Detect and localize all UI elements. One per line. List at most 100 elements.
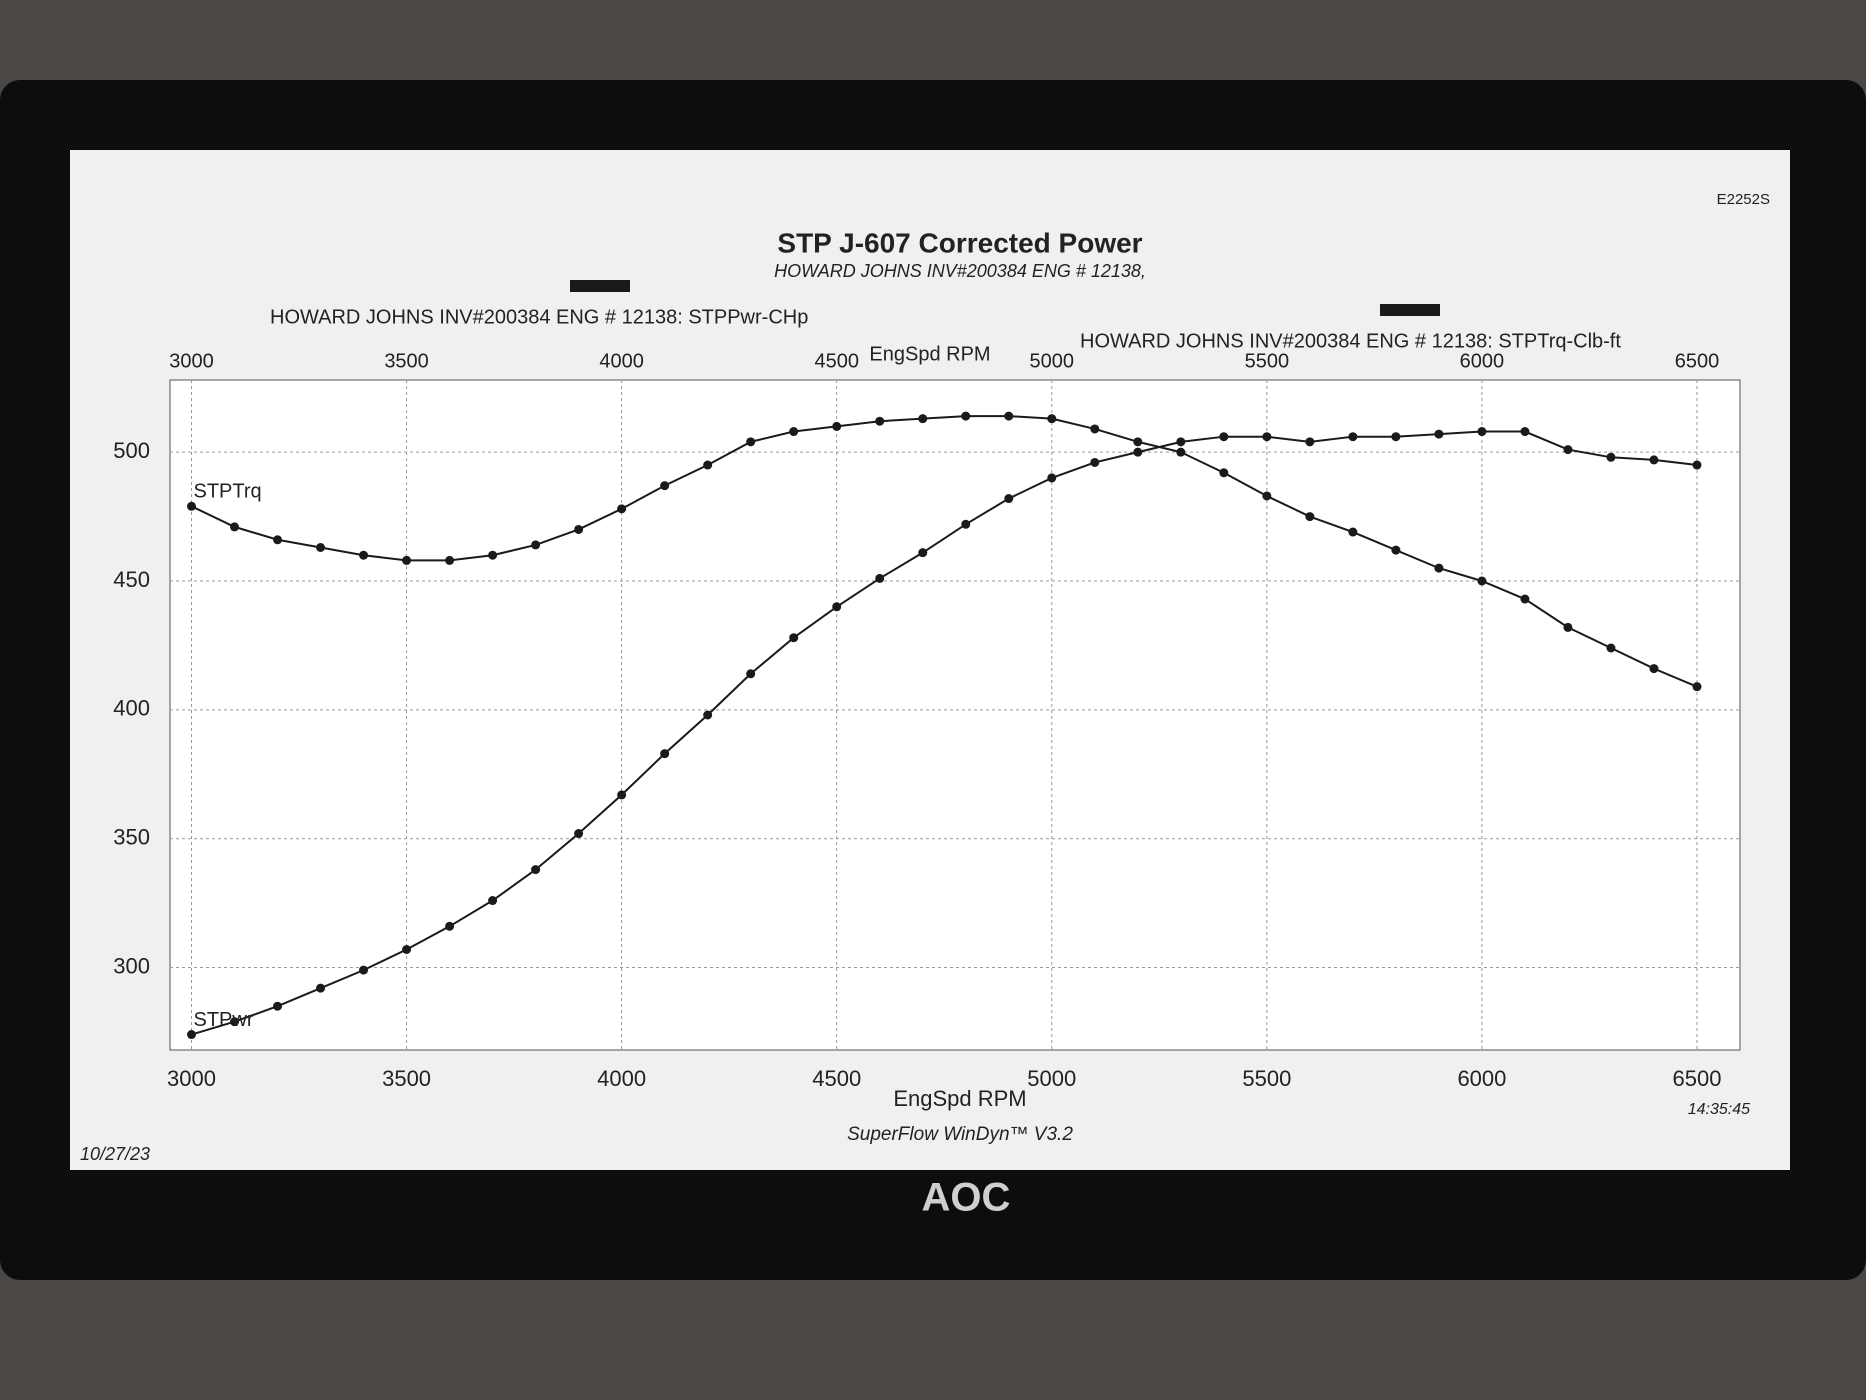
x-tick-label: 4000 bbox=[597, 1066, 646, 1091]
x-tick-label-top: 5500 bbox=[1245, 350, 1290, 372]
plot-area bbox=[169, 379, 1741, 1051]
data-point bbox=[1004, 411, 1014, 421]
data-point bbox=[1133, 447, 1143, 457]
data-point bbox=[746, 437, 756, 447]
data-point bbox=[789, 427, 799, 437]
data-point bbox=[1305, 512, 1315, 522]
data-point bbox=[1606, 643, 1616, 653]
y-tick-label: 500 bbox=[113, 438, 150, 463]
data-point bbox=[273, 1001, 283, 1011]
x-tick-label-top: 3000 bbox=[169, 350, 214, 372]
legend-label: HOWARD JOHNS INV#200384 ENG # 12138: STP… bbox=[1080, 330, 1621, 352]
data-point bbox=[488, 550, 498, 560]
data-point bbox=[359, 550, 369, 560]
x-tick-label: 4500 bbox=[812, 1066, 861, 1091]
data-point bbox=[832, 421, 842, 431]
data-point bbox=[918, 548, 928, 558]
data-point bbox=[1692, 460, 1702, 470]
data-point bbox=[1305, 437, 1315, 447]
data-point bbox=[445, 555, 455, 565]
data-point bbox=[488, 896, 498, 906]
brand: AOC bbox=[922, 1176, 1011, 1220]
y-tick-label: 400 bbox=[113, 696, 150, 721]
data-point bbox=[1262, 491, 1272, 501]
data-point bbox=[445, 921, 455, 931]
data-point bbox=[531, 540, 541, 550]
legend-swatch bbox=[570, 280, 630, 292]
data-point bbox=[1477, 427, 1487, 437]
x-tick-label: 6000 bbox=[1457, 1066, 1506, 1091]
data-point bbox=[1047, 414, 1057, 424]
x-tick-label-top: 6500 bbox=[1675, 350, 1720, 372]
data-point bbox=[1606, 452, 1616, 462]
data-point bbox=[961, 519, 971, 529]
x-tick-label: 6500 bbox=[1673, 1066, 1722, 1091]
data-point bbox=[1133, 437, 1143, 447]
footer: SuperFlow WinDyn™ V3.2 bbox=[847, 1124, 1073, 1145]
data-point bbox=[660, 481, 670, 491]
curve-label: STPTrq bbox=[194, 481, 262, 503]
data-point bbox=[402, 945, 412, 954]
data-point bbox=[875, 573, 885, 583]
data-point bbox=[703, 460, 713, 470]
data-point bbox=[1219, 468, 1229, 478]
data-point bbox=[531, 865, 541, 875]
x-tick-label-top: 4000 bbox=[599, 350, 644, 372]
data-point bbox=[273, 535, 283, 545]
date: 10/27/23 bbox=[80, 1144, 150, 1164]
data-point bbox=[1004, 494, 1014, 504]
x-tick-label: 5500 bbox=[1242, 1066, 1291, 1091]
curve-label: STPwr bbox=[194, 1009, 254, 1031]
data-point bbox=[1090, 424, 1100, 434]
series-line bbox=[191, 430, 1698, 1036]
data-point bbox=[1348, 527, 1358, 537]
data-point bbox=[660, 749, 670, 759]
data-point bbox=[1520, 427, 1530, 437]
data-point bbox=[402, 555, 412, 565]
data-point bbox=[187, 501, 197, 511]
data-point bbox=[875, 416, 885, 426]
data-point bbox=[1434, 429, 1444, 439]
data-point bbox=[1090, 457, 1100, 467]
data-point bbox=[230, 522, 240, 532]
data-point bbox=[187, 1030, 197, 1040]
data-point bbox=[1176, 447, 1186, 457]
y-tick-label: 450 bbox=[113, 567, 150, 592]
data-point bbox=[1219, 432, 1229, 442]
data-point bbox=[316, 983, 326, 993]
model: E2252S bbox=[1717, 191, 1770, 208]
data-point bbox=[1391, 545, 1401, 555]
data-point bbox=[789, 633, 799, 643]
x-axis-label-top: EngSpd RPM bbox=[869, 343, 990, 365]
data-point bbox=[230, 1017, 240, 1027]
data-point bbox=[1692, 682, 1702, 692]
data-point bbox=[359, 965, 369, 975]
chart-subtitle: HOWARD JOHNS INV#200384 ENG # 12138, bbox=[774, 261, 1146, 281]
data-point bbox=[617, 504, 627, 514]
data-point bbox=[574, 829, 584, 839]
time: 14:35:45 bbox=[1688, 1101, 1750, 1118]
data-point bbox=[746, 669, 756, 679]
y-tick-label: 300 bbox=[113, 953, 150, 978]
data-point bbox=[1563, 445, 1573, 455]
x-tick-label: 3000 bbox=[167, 1066, 216, 1091]
data-point bbox=[961, 411, 971, 421]
data-point bbox=[1176, 437, 1186, 447]
x-tick-label-top: 6000 bbox=[1460, 350, 1505, 372]
data-point bbox=[1563, 622, 1573, 632]
data-point bbox=[1047, 473, 1057, 483]
data-point bbox=[1649, 664, 1659, 674]
data-point bbox=[1520, 594, 1530, 604]
x-tick-label-top: 4500 bbox=[814, 350, 859, 372]
data-point bbox=[1391, 432, 1401, 442]
data-point bbox=[617, 790, 627, 800]
chart-title: STP J-607 Corrected Power bbox=[777, 227, 1142, 258]
x-axis-label: EngSpd RPM bbox=[893, 1086, 1026, 1111]
data-point bbox=[1434, 563, 1444, 573]
legend-swatch bbox=[1380, 304, 1440, 316]
data-point bbox=[1348, 432, 1358, 442]
data-point bbox=[1477, 576, 1487, 586]
data-point bbox=[316, 543, 326, 552]
